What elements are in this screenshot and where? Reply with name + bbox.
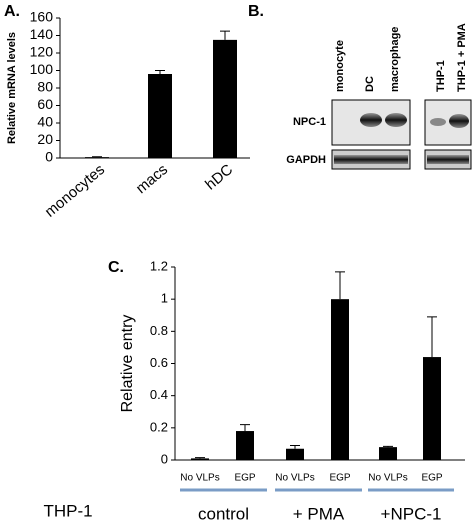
y-tick-label: 0 <box>45 149 53 165</box>
x-tick-label: EGP <box>329 473 350 484</box>
x-tick-label: hDC <box>202 161 236 193</box>
x-tick-label: EGP <box>421 473 442 484</box>
error-bar <box>335 271 345 300</box>
error-bar <box>383 445 393 448</box>
blot-column-label: DC <box>364 76 376 92</box>
group-label: + PMA <box>293 504 345 523</box>
error-bar <box>220 30 230 40</box>
y-tick-label: 40 <box>37 114 53 130</box>
x-tick-label: macs <box>133 161 171 197</box>
bar <box>236 431 254 460</box>
blot-column-label: THP-1 + PMA <box>456 23 468 92</box>
y-tick-label: 0 <box>161 451 168 466</box>
y-axis-label: Relative mRNA levels <box>6 32 18 144</box>
error-bar <box>240 424 250 432</box>
panel-label: A. <box>4 3 20 20</box>
blot-column-label: monocyte <box>334 40 346 92</box>
bar <box>148 74 172 158</box>
panel-label: C. <box>108 259 124 276</box>
bar <box>213 39 237 158</box>
bar <box>85 157 109 158</box>
bar <box>191 458 209 460</box>
y-tick-label: 160 <box>30 9 54 25</box>
x-tick-label: No VLPs <box>368 473 407 484</box>
group-label: +NPC-1 <box>381 504 442 523</box>
error-bar <box>290 445 300 449</box>
bar <box>423 357 441 460</box>
panel-label: B. <box>248 3 264 20</box>
y-tick-label: 0.6 <box>150 355 168 370</box>
y-tick-label: 120 <box>30 44 54 60</box>
error-bar <box>155 70 165 74</box>
blot-column-label: THP-1 <box>435 60 447 92</box>
x-tick-label: EGP <box>234 473 255 484</box>
y-tick-label: 1.2 <box>150 258 168 273</box>
blot-row-label: GAPDH <box>286 154 326 166</box>
y-tick-label: 0.4 <box>150 387 168 402</box>
bar <box>331 299 349 460</box>
blot-row-label: NPC-1 <box>293 116 326 128</box>
group-label: control <box>198 504 249 523</box>
y-tick-label: 0.8 <box>150 323 168 338</box>
x-tick-label: No VLPs <box>180 473 219 484</box>
error-bar <box>427 316 437 358</box>
bar <box>286 448 304 460</box>
y-tick-label: 140 <box>30 26 54 42</box>
y-tick-label: 0.2 <box>150 419 168 434</box>
error-bar <box>195 457 205 459</box>
blot-image <box>331 99 472 170</box>
x-tick-label: No VLPs <box>275 473 314 484</box>
y-tick-label: 1 <box>161 291 168 306</box>
row-label: THP-1 <box>43 501 92 520</box>
y-tick-label: 20 <box>37 131 53 147</box>
y-tick-label: 100 <box>30 61 54 77</box>
x-tick-label: monocytes <box>42 161 109 221</box>
y-tick-label: 60 <box>37 96 53 112</box>
y-tick-label: 80 <box>37 79 53 95</box>
blot-column-label: macrophage <box>389 27 401 92</box>
bar <box>379 447 397 460</box>
y-axis-label: Relative entry <box>119 315 136 413</box>
